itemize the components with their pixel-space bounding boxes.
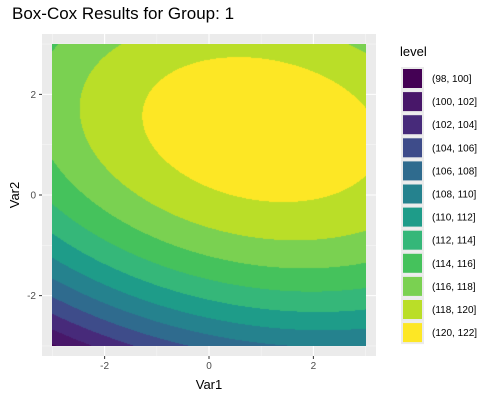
legend-swatch [403,207,422,227]
x-tick-label: 0 [206,361,212,372]
legend-swatch [403,230,422,250]
y-tick-label: -2 [27,291,36,302]
y-axis-title: Var2 [7,182,22,209]
legend-swatch [403,276,422,296]
x-axis-title: Var1 [196,377,223,392]
legend-swatch [403,253,422,273]
legend: (98, 100] (100, 102] (102, 104] (104, 106] (… [401,67,477,345]
legend-label: (116, 118] [432,282,476,293]
legend-swatch [403,323,422,343]
x-tick-label: 2 [311,361,317,372]
legend-label: (110, 112] [432,213,476,224]
legend-label: (112, 114] [432,236,476,247]
legend-label: (114, 116] [432,259,476,270]
legend-label: (98, 100] [432,74,472,85]
legend-swatch [403,115,422,135]
chart-title: Box-Cox Results for Group: 1 [12,4,235,23]
x-tick-label: -2 [100,361,109,372]
legend-swatch [403,300,422,319]
y-tick-label: 2 [30,90,36,101]
legend-swatch [403,138,422,158]
legend-label: (102, 104] [432,120,477,131]
legend-swatch [403,69,422,88]
legend-swatch [403,161,422,181]
legend-label: (100, 102] [432,97,477,108]
legend-swatch [403,184,422,204]
legend-swatch [403,92,422,112]
legend-label: (120, 122] [432,328,477,339]
axis-ticks: -2 0 2 -2 0 2 [27,90,317,372]
legend-label: (104, 106] [432,143,477,154]
legend-label: (108, 110] [432,190,477,201]
y-tick-label: 0 [30,191,36,202]
legend-label: (106, 108] [432,166,477,177]
contour-surface [52,44,366,346]
legend-label: (118, 120] [432,305,477,316]
legend-title: level [400,44,427,59]
